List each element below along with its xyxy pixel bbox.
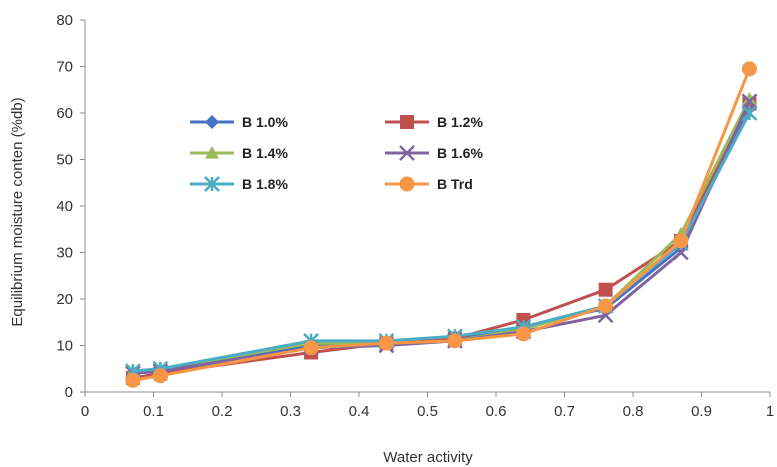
data-point: [515, 326, 531, 342]
legend-label: B 1.2%: [437, 114, 483, 130]
y-tick-label: 50: [56, 152, 73, 169]
y-tick-label: 60: [56, 105, 73, 122]
y-axis-title: Equilibrium moisture conten (%db): [9, 97, 26, 326]
y-tick-label: 30: [56, 245, 73, 262]
tick-labels: 0 0.1 0.2 0.3 0.4 0.5 0.6 0.7 0.8 0.9 101020304050…: [56, 12, 774, 420]
legend-marker: [399, 176, 415, 192]
data-series: [125, 61, 758, 388]
marker-stroke: [741, 93, 758, 110]
y-tick-label: 70: [56, 59, 73, 76]
x-tick-label: 0.2: [212, 403, 233, 420]
legend-marker: [399, 145, 415, 161]
legend-label: B 1.4%: [242, 145, 288, 161]
data-point: [741, 105, 758, 121]
data-point: [742, 92, 757, 105]
data-point: [447, 333, 463, 349]
data-point: [598, 282, 613, 297]
y-tick-label: 80: [56, 12, 73, 29]
series-line: [132, 100, 751, 375]
data-point: [152, 368, 168, 384]
legend-label: B 1.6%: [437, 145, 483, 161]
x-tick-label: 0.3: [280, 403, 301, 420]
x-tick-label: 0.9: [691, 403, 712, 420]
legend: B 1.0% B 1.2% B 1.4% B 1.6% B 1.8% B Trd: [190, 114, 483, 192]
y-tick-label: 40: [56, 198, 73, 215]
x-tick-label: 1: [766, 403, 774, 420]
legend-entry: B 1.6%: [385, 145, 483, 161]
legend-entry: B 1.4%: [190, 145, 288, 161]
x-axis-title: Water activity: [383, 449, 473, 466]
series-3: [125, 92, 757, 377]
legend-label: B Trd: [437, 176, 473, 192]
data-point: [673, 233, 689, 249]
y-tick-label: 20: [56, 291, 73, 308]
legend-entry: B Trd: [385, 176, 473, 192]
axes: [80, 19, 771, 397]
marker-stroke: [399, 145, 415, 161]
legend-label: B 1.8%: [242, 176, 288, 192]
data-point: [303, 340, 319, 356]
legend-marker: [205, 115, 219, 129]
y-tick-label: 10: [56, 338, 73, 355]
legend-marker: [204, 176, 220, 192]
x-tick-label: 0: [81, 403, 89, 420]
legend-label: B 1.0%: [242, 114, 288, 130]
data-point: [378, 335, 394, 351]
legend-marker: [400, 115, 414, 129]
x-tick-label: 0.5: [417, 403, 438, 420]
x-tick-label: 0.4: [349, 403, 370, 420]
series-line: [132, 98, 751, 373]
x-tick-label: 0.1: [143, 403, 164, 420]
x-tick-label: 0.6: [486, 403, 507, 420]
legend-marker: [205, 146, 219, 159]
data-point: [741, 93, 758, 110]
legend-entry: B 1.2%: [385, 114, 483, 130]
y-tick-label: 0: [65, 384, 73, 401]
data-point: [125, 372, 141, 388]
x-tick-label: 0.7: [554, 403, 575, 420]
legend-entry: B 1.8%: [190, 176, 288, 192]
legend-entry: B 1.0%: [190, 114, 288, 130]
series-6: [125, 61, 757, 388]
x-tick-label: 0.8: [623, 403, 644, 420]
data-point: [598, 298, 614, 314]
data-point: [741, 61, 757, 77]
